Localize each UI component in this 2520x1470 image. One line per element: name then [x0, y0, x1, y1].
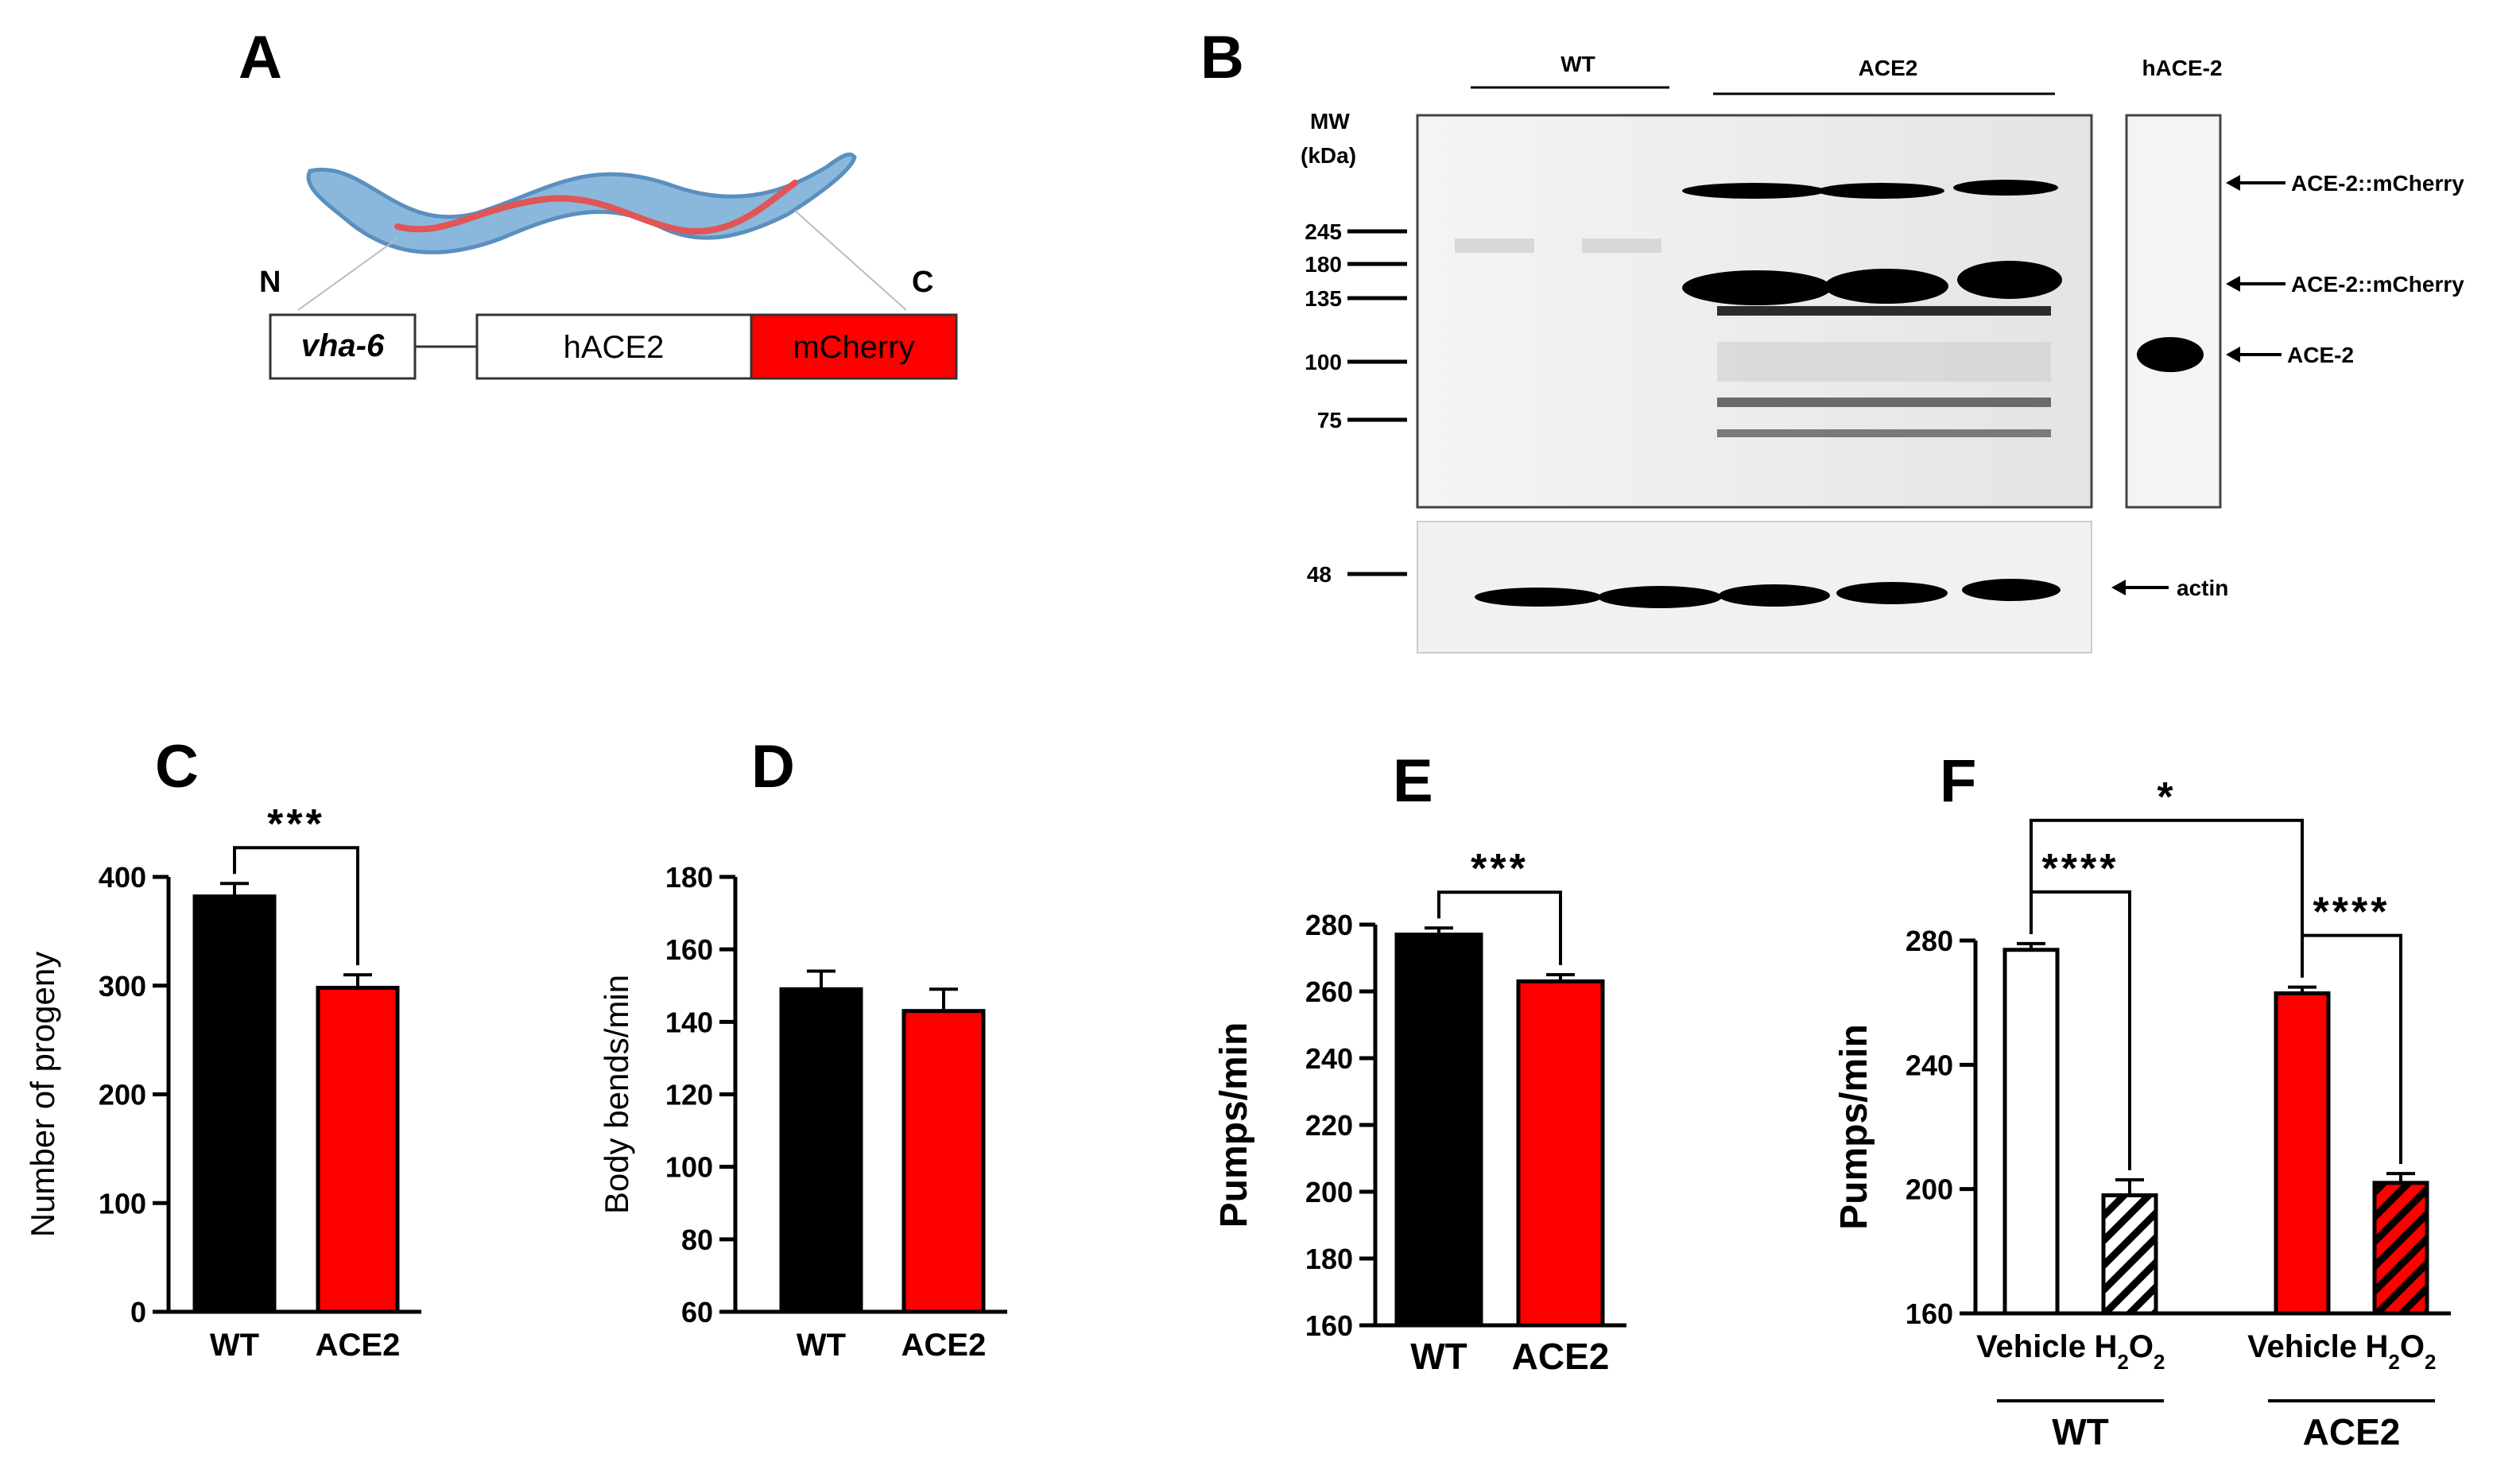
tag-box: [750, 313, 958, 380]
bar: [779, 987, 863, 1314]
y-tick-label: 160: [1305, 1309, 1353, 1342]
bar: [316, 985, 400, 1314]
blot-annotations: ACE-2::mCherry ACE-2::mCherry ACE-2: [2226, 171, 2464, 367]
label-ace2: ACE-2: [2287, 343, 2354, 367]
mw-markers: 245 180 135 100 75: [1305, 219, 1407, 432]
y-tick-label: 120: [665, 1079, 713, 1111]
y-tick-label: 240: [1906, 1049, 1953, 1081]
significance-label: ***: [267, 801, 325, 847]
bar: [2101, 1193, 2158, 1316]
y-tick-label: 280: [1906, 925, 1953, 957]
significance-label: ****: [2042, 846, 2119, 892]
bar: [1516, 979, 1605, 1328]
chart-f: 160 200 240 280 Pumps/min Vehicle H2O2 Vehicle H…: [1833, 774, 2451, 1453]
marker-245: 245: [1305, 219, 1342, 244]
y-tick-label: 240: [1305, 1042, 1353, 1075]
label-ace2-mcherry-1: ACE-2::mCherry: [2291, 171, 2464, 196]
construct-diagram: vha-6 hACE2 mCherry: [269, 313, 958, 380]
y-tick-label: 220: [1305, 1109, 1353, 1142]
n-terminus-label: N: [259, 266, 281, 299]
significance-label: ****: [2313, 890, 2390, 936]
bar: [2372, 1181, 2429, 1316]
y-axis-label: Number of progeny: [24, 952, 61, 1238]
chart-e: 160 180 200 220 240 260 280 Pumps/min WT ACE2 ***: [1213, 846, 1626, 1377]
panel-label-c: C: [155, 733, 199, 801]
band-hace2: [2137, 337, 2204, 372]
y-tick-label: 140: [665, 1006, 713, 1038]
blot-bands: [1455, 180, 2062, 437]
y-tick-label: 400: [99, 861, 146, 894]
y-tick-label: 200: [1305, 1176, 1353, 1208]
y-axis-label: Pumps/min: [1213, 1022, 1255, 1228]
mw-unit: (kDa): [1301, 143, 1356, 168]
chart-c: 0 100 200 300 400 Number of progeny WT ACE2 ***: [24, 801, 421, 1363]
category-label: WT: [210, 1328, 259, 1363]
marker-180: 180: [1305, 252, 1342, 277]
blot-group-ace2: ACE2: [1859, 56, 1918, 80]
y-tick-label: 100: [99, 1187, 146, 1220]
blot-group-wt: WT: [1560, 52, 1595, 76]
significance-bracket: [1437, 890, 1562, 965]
marker-135: 135: [1305, 286, 1342, 311]
promoter-label: vha-6: [301, 328, 385, 363]
significance-bracket: [2030, 818, 2304, 978]
promoter-box: [269, 313, 417, 380]
y-tick-label: 60: [681, 1296, 713, 1328]
y-tick-label: 180: [665, 861, 713, 894]
significance-label: *: [2157, 774, 2176, 820]
y-axis-label: Pumps/min: [1833, 1024, 1875, 1230]
y-tick-label: 100: [665, 1151, 713, 1184]
category-label: Vehicle: [2247, 1329, 2357, 1364]
group-label: WT: [2052, 1411, 2109, 1453]
panel-label-e: E: [1393, 747, 1433, 815]
bar: [192, 894, 277, 1314]
bar: [2274, 991, 2331, 1316]
panel-label-b: B: [1200, 24, 1244, 91]
label-actin: actin: [2177, 576, 2228, 600]
significance-label: ***: [1471, 846, 1529, 892]
y-tick-label: 80: [681, 1224, 713, 1256]
panel-label-f: F: [1940, 747, 1976, 815]
y-tick-label: 160: [665, 933, 713, 966]
category-label: ACE2: [1512, 1336, 1610, 1377]
marker-75: 75: [1317, 408, 1342, 432]
blot-hace2-lane: [2125, 114, 2222, 509]
marker-100: 100: [1305, 350, 1342, 374]
y-tick-label: 200: [1906, 1173, 1953, 1206]
tag-label: mCherry: [793, 330, 914, 365]
blot-group-hace2: hACE-2: [2142, 56, 2222, 80]
y-tick-label: 180: [1305, 1243, 1353, 1275]
group-label: ACE2: [2303, 1411, 2401, 1453]
label-ace2-mcherry-2: ACE-2::mCherry: [2291, 272, 2464, 297]
bar: [901, 1009, 986, 1314]
category-label: WT: [797, 1328, 846, 1363]
mw-title: MW: [1310, 109, 1350, 134]
bar: [2002, 948, 2060, 1316]
category-label: WT: [1410, 1336, 1467, 1377]
y-tick-label: 0: [130, 1296, 146, 1328]
gene-label: hACE2: [564, 330, 665, 365]
category-label: H2O2: [2095, 1329, 2165, 1374]
y-tick-label: 280: [1305, 909, 1353, 941]
bar: [1394, 933, 1483, 1328]
gene-box: [475, 313, 753, 380]
worm-illustration: [297, 152, 907, 311]
chart-d: 60 80 100 120 140 160 180 Body bends/min WT ACE2: [598, 861, 1007, 1363]
significance-bracket: [233, 846, 359, 966]
actin-bands: [1475, 579, 2061, 608]
category-label: Vehicle: [1976, 1329, 2086, 1364]
c-terminus-label: C: [912, 266, 933, 299]
category-label: ACE2: [316, 1328, 401, 1363]
y-tick-label: 200: [99, 1079, 146, 1111]
y-tick-label: 300: [99, 970, 146, 1003]
panel-label-d: D: [751, 733, 795, 801]
y-tick-label: 160: [1906, 1297, 1953, 1330]
y-tick-label: 260: [1305, 975, 1353, 1008]
marker-48: 48: [1307, 562, 1332, 587]
y-axis-label: Body bends/min: [598, 975, 635, 1214]
panel-label-a: A: [238, 24, 282, 91]
category-label: ACE2: [901, 1328, 987, 1363]
category-label: H2O2: [2366, 1329, 2437, 1374]
